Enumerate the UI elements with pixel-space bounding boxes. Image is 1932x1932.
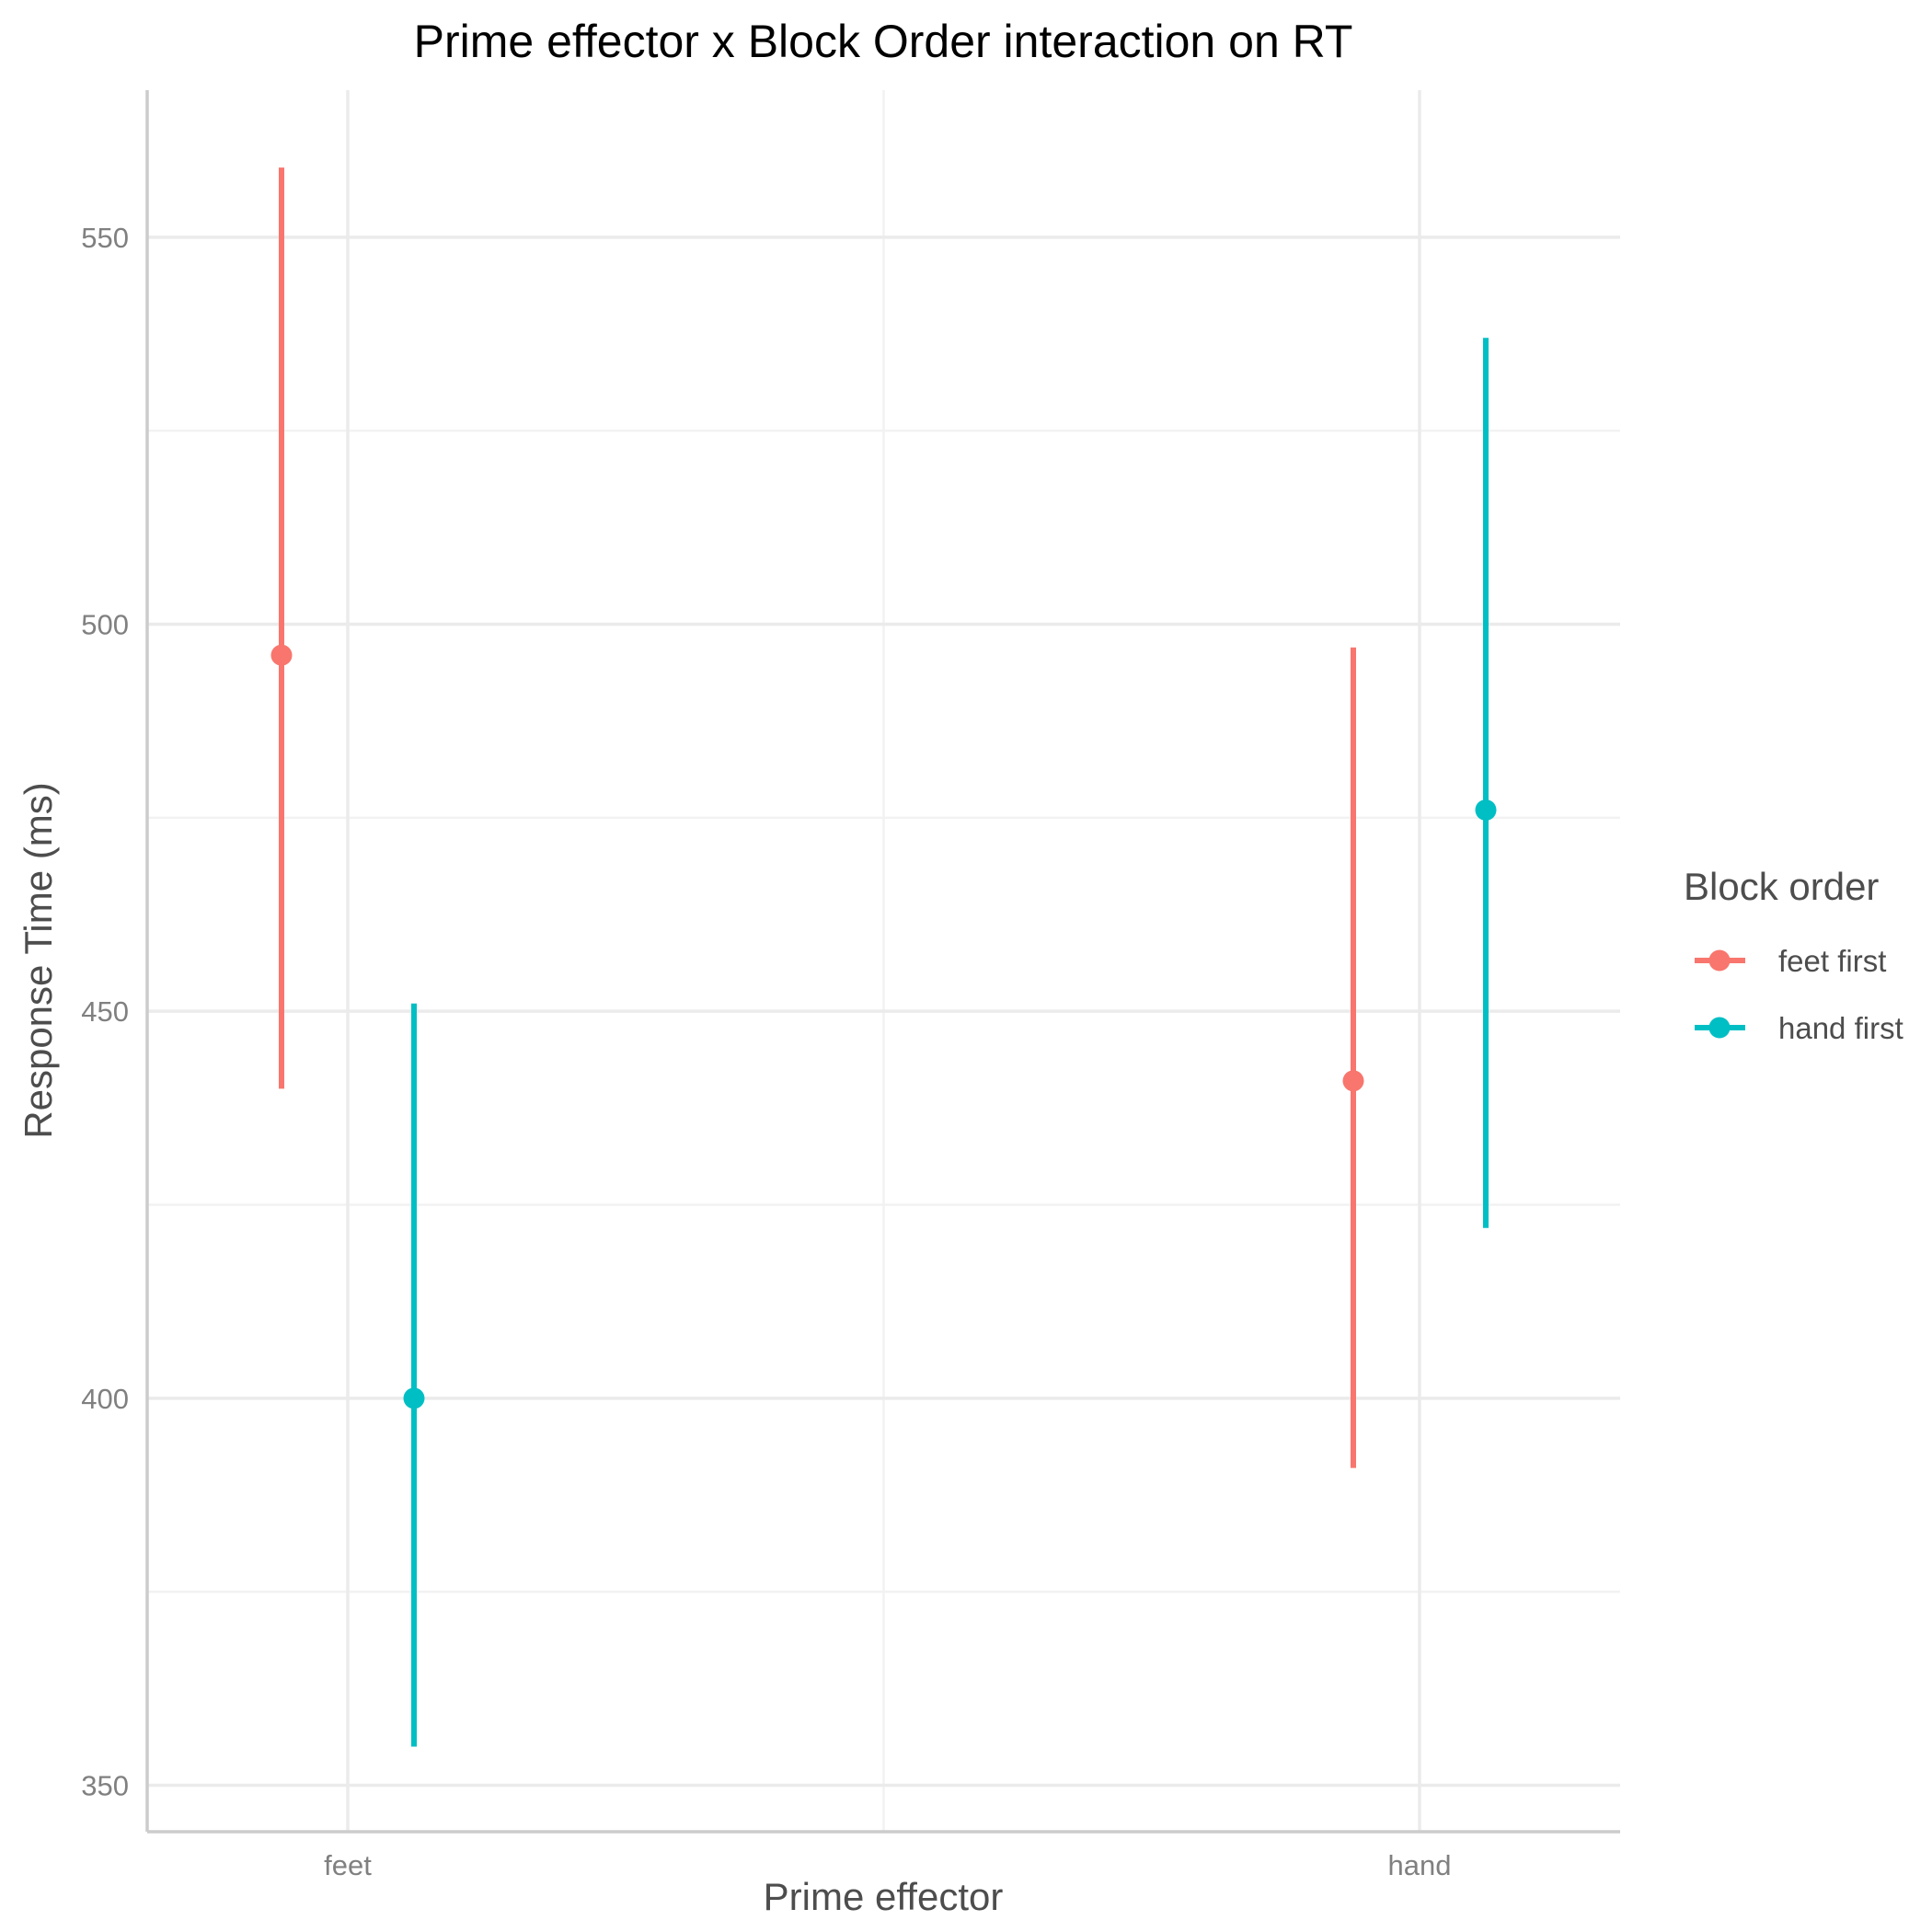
grid-layer [147,90,1620,1832]
legend-key-point [1708,949,1731,972]
legend-label: feet first [1778,944,1886,978]
legend: Block order feet first hand first [1684,865,1903,1045]
legend-title: Block order [1684,865,1879,908]
y-tick-label: 500 [81,609,129,641]
legend-label: hand first [1778,1011,1903,1045]
legend-items: feet first hand first [1695,944,1903,1045]
tick-layer: 350 400 450 500 550 feet hand [81,222,1451,1881]
data-point [1342,1070,1364,1092]
mark-layer [270,167,1497,1747]
y-axis-title: Response Time (ms) [17,782,60,1138]
y-tick-label: 350 [81,1770,129,1802]
y-tick-label: 450 [81,995,129,1028]
data-point [270,644,293,666]
axis-layer [145,90,1620,1834]
data-point [403,1387,425,1409]
y-tick-label: 550 [81,222,129,254]
legend-key-point [1708,1017,1731,1039]
chart-title: Prime effector x Block Order interaction… [414,16,1353,67]
x-tick-label: feet [324,1849,372,1881]
x-axis-title: Prime effector [764,1875,1004,1918]
data-point [1475,799,1497,821]
y-tick-label: 400 [81,1383,129,1415]
x-tick-label: hand [1388,1849,1452,1881]
